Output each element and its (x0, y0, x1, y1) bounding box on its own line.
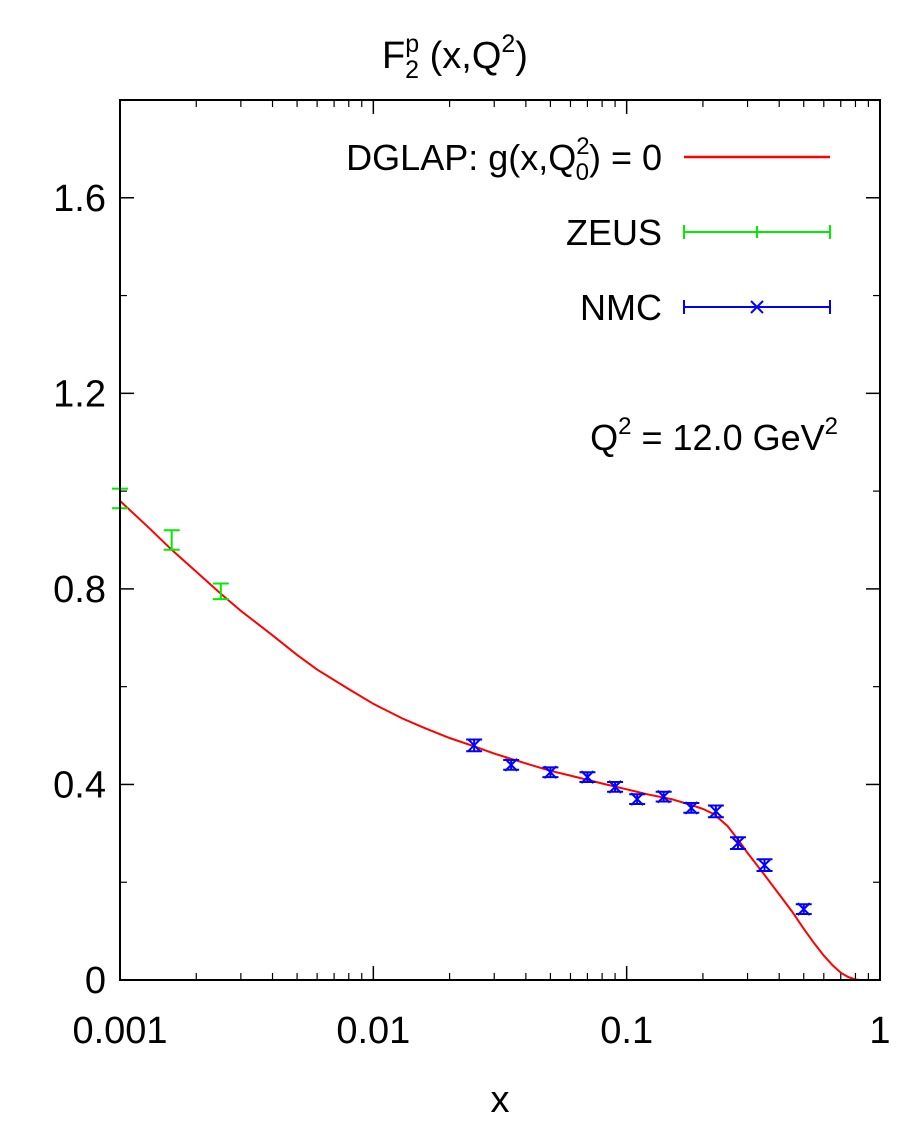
dglap-curve (119, 500, 860, 981)
legend-entry-dglap: DGLAP: g(x,Q2 0) = 0 (346, 133, 830, 186)
annotation-q-sup: 2 (618, 413, 631, 440)
legend-entry-zeus: ZEUS (566, 212, 831, 253)
series-nmc (466, 738, 812, 916)
y-tick-label: 1.2 (53, 373, 106, 415)
legend-dglap-sub: 0 (576, 159, 589, 186)
nmc-point-marker (656, 789, 671, 804)
annotation-q: Q (590, 417, 618, 458)
axis-tick-labels: 0 0.4 0.8 1.2 1.6 0.001 0.01 0.1 1 (53, 178, 890, 1052)
title-rest: (x,Q (419, 35, 501, 77)
legend: DGLAP: g(x,Q2 0) = 0 ZEUS NMC (346, 133, 831, 328)
y-tick-label: 0 (85, 960, 106, 1002)
series-zeus (112, 487, 229, 601)
legend-swatch-zeus (683, 225, 831, 239)
y-tick-label: 0.4 (53, 764, 106, 806)
x-tick-label: 0.01 (336, 1010, 410, 1052)
annotation-unit-sup: 2 (825, 413, 838, 440)
nmc-point-marker (580, 770, 595, 784)
y-tick-label: 1.6 (53, 178, 106, 220)
nmc-point-marker (608, 780, 622, 794)
legend-dglap-sup: 2 (576, 133, 589, 160)
x-tick-label: 0.001 (72, 1010, 167, 1052)
nmc-point-marker (709, 804, 723, 819)
legend-nmc-marker (750, 300, 764, 314)
title-sub: 2 (405, 56, 419, 84)
x-axis-label: x (491, 1079, 510, 1121)
nmc-point-marker (543, 765, 558, 779)
legend-label-zeus: ZEUS (566, 212, 662, 253)
plot-series (112, 487, 860, 981)
annotation-value: = 12.0 GeV (632, 417, 825, 458)
legend-entry-nmc: NMC (580, 287, 831, 328)
svg-text:Q2 = 12.0 GeV2: Q2 = 12.0 GeV2 (590, 413, 838, 458)
nmc-point-marker (630, 792, 644, 806)
legend-label-nmc: NMC (580, 287, 662, 328)
title-base: F (382, 35, 405, 77)
nmc-point-marker (757, 858, 772, 872)
q2-annotation: Q2 = 12.0 GeV2 (590, 413, 838, 458)
x-tick-label: 1 (869, 1010, 890, 1052)
chart-title: Fp 2 (x,Q2) (382, 30, 528, 84)
title-end: ) (515, 35, 528, 77)
nmc-point-marker (467, 738, 481, 753)
legend-dglap-part-a: DGLAP: g(x,Q (346, 137, 576, 178)
nmc-point-marker (797, 902, 811, 916)
series-dglap (119, 500, 860, 981)
y-tick-label: 0.8 (53, 569, 106, 611)
legend-swatch-nmc (683, 300, 831, 314)
nmc-point-marker (504, 758, 518, 772)
legend-label-dglap: DGLAP: g(x,Q2 0) = 0 (346, 133, 662, 186)
plot-frame (119, 99, 881, 981)
svg-text:Fp2 (x,Q2): Fp 2 (x,Q2) (382, 30, 528, 84)
title-sup: p (405, 30, 419, 58)
title-rest-sup: 2 (501, 30, 515, 58)
nmc-point-marker (731, 836, 745, 850)
nmc-point-marker (684, 801, 699, 815)
legend-dglap-part-b: ) = 0 (589, 137, 662, 178)
x-tick-label: 0.1 (600, 1010, 653, 1052)
